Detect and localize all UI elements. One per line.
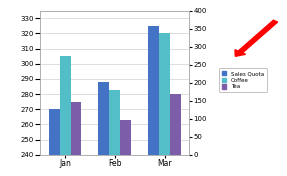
Bar	[170, 94, 181, 176]
Bar	[71, 102, 82, 176]
Bar	[148, 26, 159, 176]
Bar	[159, 33, 170, 176]
Bar	[109, 90, 120, 176]
Bar	[120, 120, 131, 176]
Bar	[60, 56, 71, 176]
Legend: Sales Quota, Coffee, Tea: Sales Quota, Coffee, Tea	[219, 68, 267, 92]
Bar	[49, 109, 60, 176]
Bar	[98, 82, 109, 176]
